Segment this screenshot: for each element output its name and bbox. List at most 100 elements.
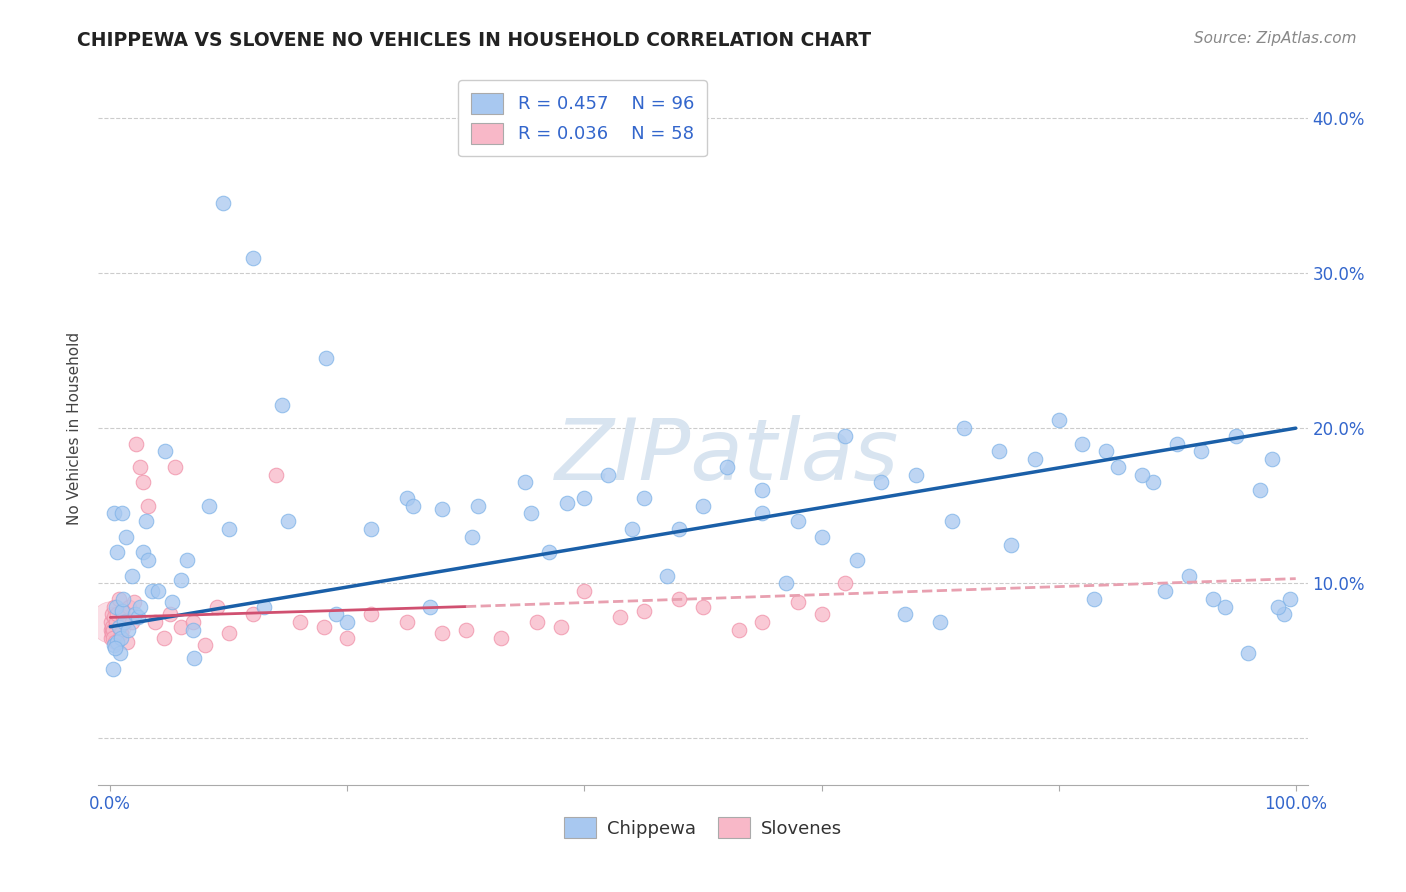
- Point: [104, 641, 127, 656]
- Point: [419, 599, 441, 614]
- Point: [751, 615, 773, 629]
- Point: [107, 620, 129, 634]
- Point: [160, 595, 183, 609]
- Point: [108, 646, 131, 660]
- Point: [401, 499, 423, 513]
- Point: [1130, 467, 1153, 482]
- Point: [101, 620, 124, 634]
- Point: [526, 615, 548, 629]
- Point: [271, 398, 294, 412]
- Point: [197, 499, 219, 513]
- Point: [129, 599, 152, 614]
- Point: [143, 615, 166, 629]
- Point: [432, 626, 454, 640]
- Point: [1154, 584, 1177, 599]
- Point: [1047, 413, 1070, 427]
- Point: [100, 615, 122, 629]
- Point: [550, 620, 572, 634]
- Point: [395, 615, 418, 629]
- Point: [125, 436, 148, 450]
- Point: [105, 599, 128, 614]
- Point: [218, 626, 240, 640]
- Point: [312, 620, 335, 634]
- Point: [110, 631, 132, 645]
- Point: [751, 507, 773, 521]
- Point: [360, 522, 382, 536]
- Point: [941, 514, 963, 528]
- Point: [101, 662, 124, 676]
- Point: [786, 514, 808, 528]
- Point: [574, 584, 596, 599]
- Point: [336, 631, 359, 645]
- Point: [121, 568, 143, 582]
- Point: [716, 459, 738, 474]
- Point: [132, 545, 155, 559]
- Point: [159, 607, 181, 622]
- Point: [112, 591, 135, 606]
- Point: [242, 607, 264, 622]
- Point: [205, 599, 228, 614]
- Point: [264, 467, 287, 482]
- Point: [668, 522, 690, 536]
- Point: [810, 607, 832, 622]
- Point: [242, 251, 264, 265]
- Point: [467, 499, 489, 513]
- Point: [115, 635, 138, 649]
- Point: [111, 507, 134, 521]
- Point: [103, 638, 125, 652]
- Point: [111, 604, 134, 618]
- Point: [100, 631, 122, 645]
- Point: [114, 615, 136, 629]
- Point: [537, 545, 560, 559]
- Point: [132, 475, 155, 490]
- Point: [107, 591, 129, 606]
- Point: [1213, 599, 1236, 614]
- Point: [105, 615, 128, 629]
- Point: [1272, 607, 1295, 622]
- Point: [117, 623, 139, 637]
- Point: [1261, 452, 1284, 467]
- Point: [100, 615, 122, 629]
- Point: [1225, 429, 1247, 443]
- Point: [135, 514, 157, 528]
- Point: [108, 620, 131, 634]
- Point: [515, 475, 537, 490]
- Point: [124, 607, 146, 622]
- Point: [336, 615, 359, 629]
- Point: [100, 607, 122, 622]
- Point: [893, 607, 915, 622]
- Point: [121, 615, 143, 629]
- Point: [1202, 591, 1225, 606]
- Point: [633, 491, 655, 505]
- Point: [325, 607, 347, 622]
- Point: [105, 635, 128, 649]
- Point: [114, 530, 136, 544]
- Text: CHIPPEWA VS SLOVENE NO VEHICLES IN HOUSEHOLD CORRELATION CHART: CHIPPEWA VS SLOVENE NO VEHICLES IN HOUSE…: [77, 31, 872, 50]
- Point: [454, 623, 477, 637]
- Point: [360, 607, 382, 622]
- Point: [609, 610, 631, 624]
- Point: [1024, 452, 1046, 467]
- Point: [395, 491, 418, 505]
- Point: [315, 351, 337, 366]
- Point: [1249, 483, 1271, 498]
- Point: [105, 545, 128, 559]
- Point: [103, 507, 125, 521]
- Point: [136, 499, 159, 513]
- Point: [1166, 436, 1188, 450]
- Point: [692, 499, 714, 513]
- Y-axis label: No Vehicles in Household: No Vehicles in Household: [67, 332, 83, 524]
- Point: [727, 623, 749, 637]
- Point: [432, 501, 454, 516]
- Point: [170, 573, 193, 587]
- Point: [181, 623, 204, 637]
- Point: [1142, 475, 1164, 490]
- Point: [103, 610, 125, 624]
- Point: [1237, 646, 1260, 660]
- Point: [212, 196, 235, 211]
- Point: [1095, 444, 1118, 458]
- Point: [491, 631, 513, 645]
- Point: [165, 459, 187, 474]
- Text: Source: ZipAtlas.com: Source: ZipAtlas.com: [1194, 31, 1357, 46]
- Point: [170, 620, 193, 634]
